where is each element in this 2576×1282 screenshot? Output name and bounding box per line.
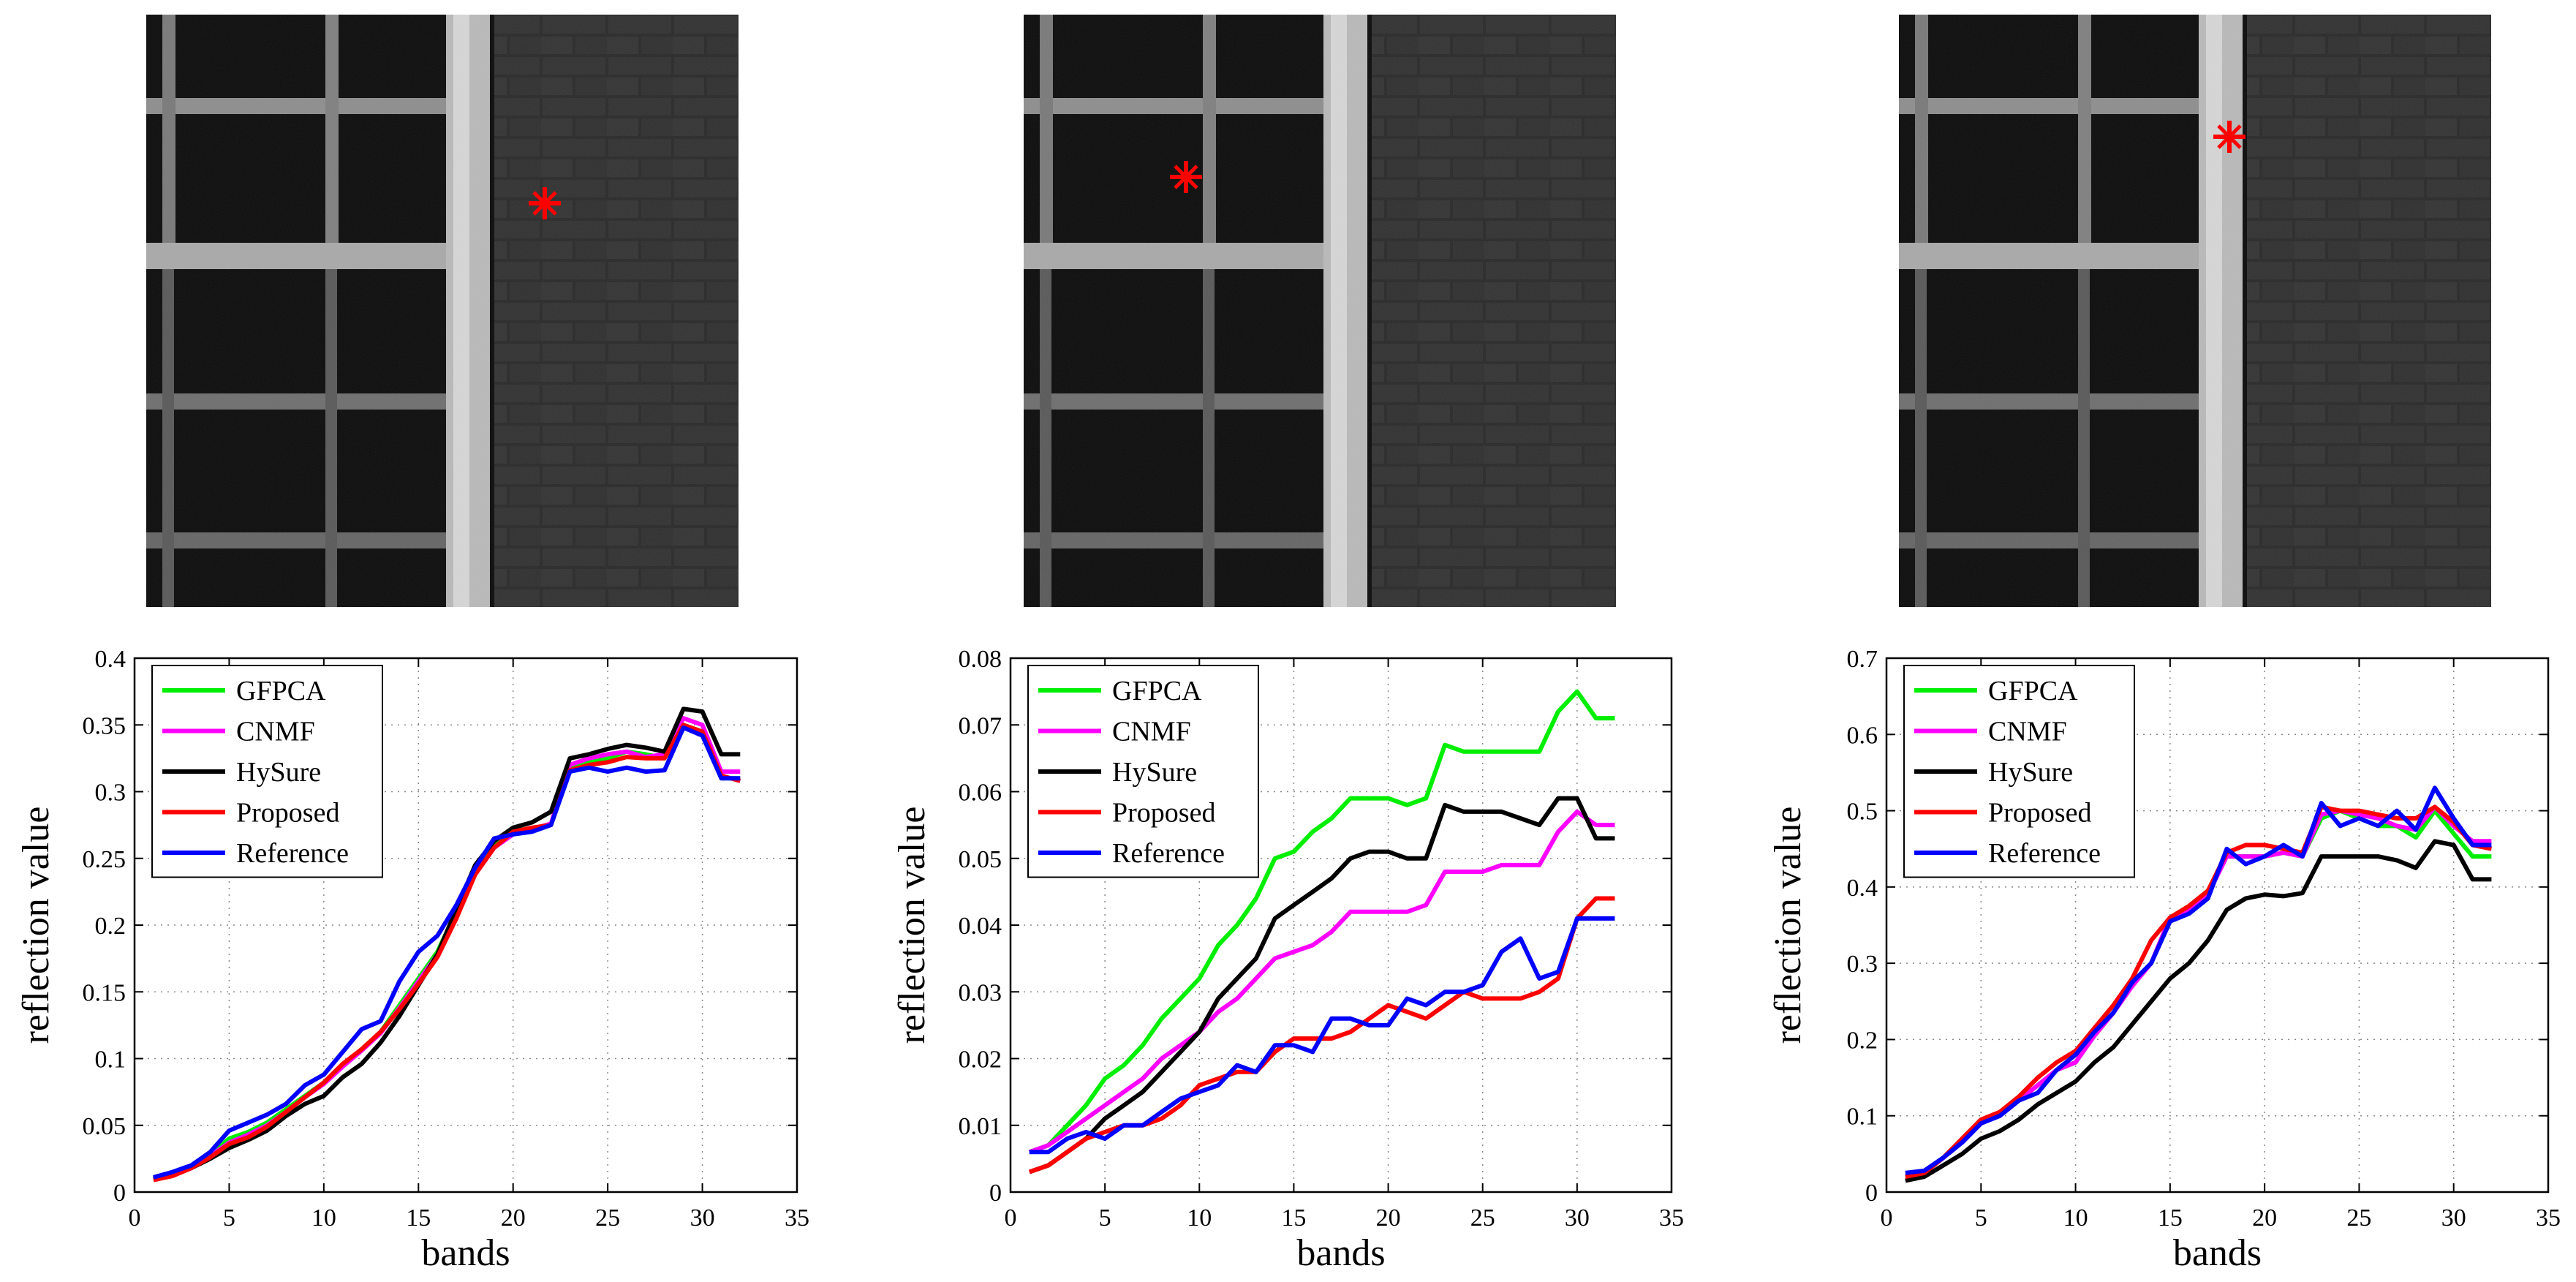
marker-star-2 [1170, 161, 1202, 193]
y-tick-label: 0.35 [83, 712, 126, 739]
axes-frame [1885, 657, 2550, 1194]
series-line-cnmf [1028, 809, 1615, 1155]
star-stroke [1174, 165, 1198, 189]
y-tick-label: 0.05 [83, 1113, 126, 1140]
y-tick-label: 0.6 [1847, 722, 1878, 749]
y-axis-label: reflection value [891, 807, 933, 1044]
y-tick-label: 0.4 [1847, 875, 1878, 902]
series-line-reference [153, 725, 741, 1180]
x-tick-label: 15 [406, 1204, 431, 1232]
y-tick-label: 0.2 [95, 913, 126, 940]
x-tick-label: 15 [1281, 1204, 1306, 1232]
star-stroke [2217, 124, 2242, 149]
legend-label-gfpca: GFPCA [236, 676, 326, 706]
legend-label-reference: Reference [1112, 838, 1225, 869]
y-tick-label: 0 [1865, 1180, 1878, 1207]
building-image-3 [1899, 15, 2491, 607]
legend: GFPCA CNMF HySure Proposed Reference [151, 665, 383, 878]
x-tick-label: 25 [595, 1204, 620, 1232]
x-tick-label: 20 [2252, 1204, 2277, 1232]
y-tick-label: 0.15 [83, 979, 126, 1006]
legend-label-reference: Reference [1988, 838, 2101, 869]
y-tick-label: 0.1 [95, 1047, 126, 1074]
x-tick-label: 0 [1881, 1204, 1893, 1232]
y-tick-label: 0.03 [959, 979, 1002, 1006]
series-line-proposed [1905, 804, 2492, 1180]
x-tick-label: 10 [2063, 1204, 2088, 1232]
x-tick-label: 5 [223, 1204, 235, 1232]
y-tick-label: 0.1 [1847, 1104, 1878, 1131]
x-tick-label: 0 [129, 1204, 141, 1232]
series-line-reference [1905, 785, 2492, 1175]
legend-label-cnmf: CNMF [236, 717, 315, 747]
x-tick-label: 0 [1005, 1204, 1017, 1232]
x-tick-label: 30 [2441, 1204, 2466, 1232]
y-tick-label: 0.08 [959, 646, 1002, 673]
x-tick-label: 5 [1975, 1204, 1987, 1232]
y-axis-label: reflection value [15, 807, 57, 1044]
x-tick-label: 15 [2158, 1204, 2183, 1232]
legend-label-reference: Reference [236, 838, 349, 869]
star-stroke [532, 191, 557, 216]
legend-label-cnmf: CNMF [1112, 717, 1191, 747]
legend: GFPCA CNMF HySure Proposed Reference [1903, 665, 2135, 878]
x-tick-label: 35 [1659, 1204, 1684, 1232]
building-image-1 [146, 15, 739, 607]
x-tick-label: 5 [1099, 1204, 1111, 1232]
y-tick-label: 0.04 [959, 913, 1002, 940]
y-tick-label: 0.3 [1847, 951, 1878, 978]
series-line-hysure [1028, 796, 1615, 1174]
series-line-hysure [153, 706, 741, 1181]
x-tick-label: 20 [501, 1204, 526, 1232]
y-tick-label: 0.25 [83, 846, 126, 873]
legend-label-hysure: HySure [1988, 757, 2073, 788]
y-tick-label: 0.05 [959, 846, 1002, 873]
legend-label-proposed: Proposed [236, 798, 339, 829]
x-tick-label: 35 [785, 1204, 809, 1232]
x-tick-label: 25 [2346, 1204, 2371, 1232]
marker-star-3 [2213, 121, 2245, 153]
chart-2: 0 5 10 15 20 25 30 35 0 0.01 0.02 0.03 0.04 0.05 0.06 0… [891, 646, 1684, 1274]
y-tick-label: 0.3 [95, 780, 126, 807]
x-tick-label: 30 [690, 1204, 715, 1232]
legend-label-gfpca: GFPCA [1988, 676, 2078, 706]
x-tick-label: 30 [1565, 1204, 1590, 1232]
x-tick-label: 35 [2536, 1204, 2561, 1232]
building-image-2 [1024, 15, 1616, 607]
y-tick-label: 0.2 [1847, 1027, 1878, 1054]
x-tick-label: 10 [1187, 1204, 1212, 1232]
chart-3: 0 5 10 15 20 25 30 35 0 0.1 0.2 0.3 0.4 0.5 0.6 0.7 band… [1767, 646, 2561, 1274]
y-tick-label: 0 [113, 1180, 126, 1207]
y-tick-label: 0.01 [959, 1113, 1002, 1140]
chart-1: 0 5 10 15 20 25 30 35 0 0.05 0.1 0.15 0.2 0.25 0.3 0.35… [15, 646, 809, 1274]
series-line-reference [1029, 916, 1615, 1155]
x-tick-label: 25 [1470, 1204, 1495, 1232]
marker-star-1 [529, 187, 561, 219]
y-tick-label: 0.5 [1847, 799, 1878, 826]
series-line-hysure [1905, 839, 2492, 1183]
y-tick-label: 0.4 [95, 646, 126, 673]
legend-label-gfpca: GFPCA [1112, 676, 1202, 706]
legend: GFPCA CNMF HySure Proposed Reference [1027, 665, 1259, 878]
series-line-proposed [153, 723, 741, 1183]
legend-label-hysure: HySure [236, 757, 321, 788]
legend-label-hysure: HySure [1112, 757, 1197, 788]
x-tick-label: 20 [1376, 1204, 1401, 1232]
series-line-gfpca [1028, 689, 1615, 1155]
legend-label-proposed: Proposed [1112, 798, 1215, 829]
y-tick-label: 0.07 [959, 712, 1002, 739]
legend-label-cnmf: CNMF [1988, 717, 2067, 747]
y-tick-label: 0.06 [959, 780, 1002, 807]
y-tick-label: 0 [989, 1180, 1002, 1207]
x-axis-label: bands [1296, 1232, 1385, 1274]
y-axis-label: reflection value [1767, 807, 1809, 1044]
x-tick-label: 10 [311, 1204, 336, 1232]
legend-label-proposed: Proposed [1988, 798, 2091, 829]
y-tick-label: 0.7 [1847, 646, 1878, 673]
x-axis-label: bands [421, 1232, 510, 1274]
x-axis-label: bands [2173, 1232, 2262, 1274]
y-tick-label: 0.02 [959, 1047, 1002, 1074]
